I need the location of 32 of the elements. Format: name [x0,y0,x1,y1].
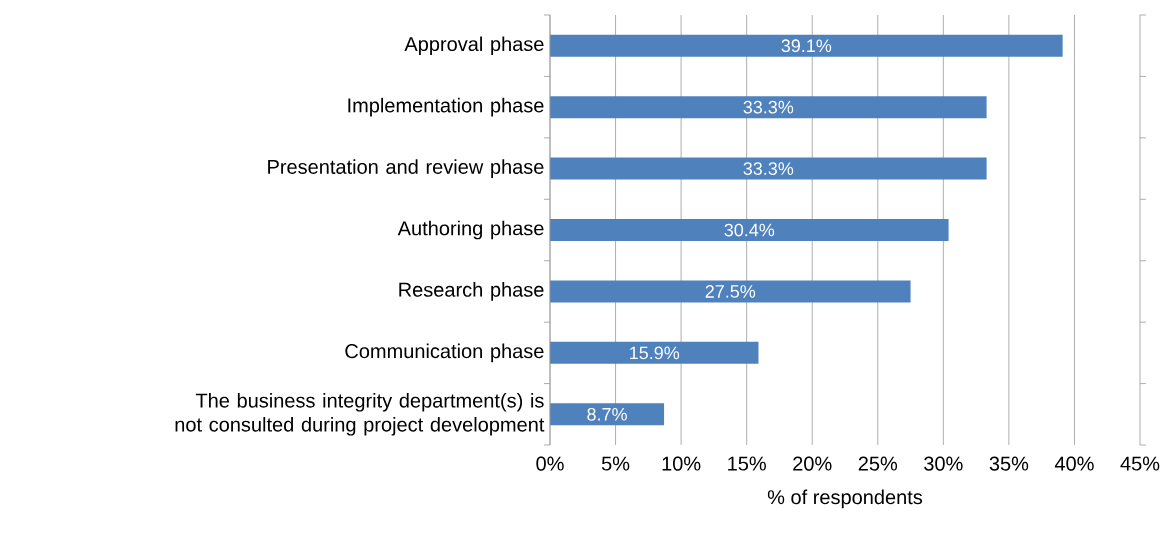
bar [550,219,949,242]
x-axis-title: % of respondents [767,489,923,509]
y-tick-label: The business integrity department(s) is not consulted during project development [175,392,545,436]
bar [550,403,665,426]
x-tick-label: 45% [1120,456,1160,471]
bar [550,34,1063,57]
x-tick-label: 5% [601,456,630,471]
x-tick-label: 30% [924,456,963,471]
x-tick-label: 35% [989,456,1029,471]
y-tick-label: Authoring phase [397,220,544,240]
y-tick-label: Approval phase [404,36,544,56]
bar [550,157,987,180]
y-tick-label: Implementation phase [348,97,544,117]
data-label: 27.5% [705,285,756,298]
x-tick-label: 40% [1054,456,1094,471]
x-tick-label: 0% [536,456,564,471]
x-tick-label: 10% [662,456,701,471]
y-tick-label: Communication phase [345,343,544,363]
y-tick-label: Presentation and review phase [268,159,544,178]
x-tick-label: 20% [793,456,832,471]
data-label: 15.9% [630,346,680,360]
data-label: 33.3% [743,100,794,114]
x-tick-label: 15% [728,456,766,471]
x-tick-label: 25% [858,456,898,471]
data-label: 8.7% [587,407,627,421]
data-label: 39.1% [781,39,832,53]
bar [550,341,759,364]
y-tick-label: Research phase [399,282,544,301]
bar [550,280,911,303]
bar [550,96,987,119]
data-label: 33.3% [743,162,794,175]
data-label: 30.4% [724,223,775,237]
